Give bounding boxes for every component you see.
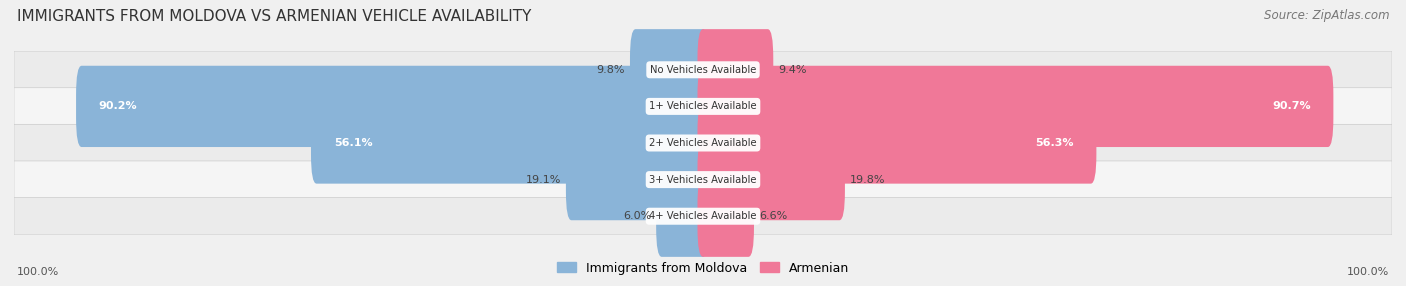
FancyBboxPatch shape [565, 139, 709, 220]
Text: 90.7%: 90.7% [1272, 102, 1310, 111]
Text: 9.8%: 9.8% [596, 65, 626, 75]
Text: 4+ Vehicles Available: 4+ Vehicles Available [650, 211, 756, 221]
FancyBboxPatch shape [14, 88, 1392, 125]
Text: 100.0%: 100.0% [17, 267, 59, 277]
FancyBboxPatch shape [657, 176, 709, 257]
Text: 9.4%: 9.4% [778, 65, 807, 75]
Text: No Vehicles Available: No Vehicles Available [650, 65, 756, 75]
FancyBboxPatch shape [14, 124, 1392, 162]
Text: 90.2%: 90.2% [98, 102, 138, 111]
Text: Source: ZipAtlas.com: Source: ZipAtlas.com [1264, 9, 1389, 21]
FancyBboxPatch shape [697, 139, 845, 220]
FancyBboxPatch shape [14, 161, 1392, 198]
FancyBboxPatch shape [697, 66, 1333, 147]
FancyBboxPatch shape [630, 29, 709, 110]
FancyBboxPatch shape [14, 198, 1392, 235]
Text: 56.3%: 56.3% [1035, 138, 1074, 148]
FancyBboxPatch shape [311, 102, 709, 184]
FancyBboxPatch shape [14, 51, 1392, 88]
FancyBboxPatch shape [76, 66, 709, 147]
Text: 56.1%: 56.1% [333, 138, 373, 148]
Text: 2+ Vehicles Available: 2+ Vehicles Available [650, 138, 756, 148]
Legend: Immigrants from Moldova, Armenian: Immigrants from Moldova, Armenian [553, 257, 853, 279]
Text: 6.6%: 6.6% [759, 211, 787, 221]
Text: 3+ Vehicles Available: 3+ Vehicles Available [650, 175, 756, 184]
Text: 6.0%: 6.0% [623, 211, 651, 221]
Text: IMMIGRANTS FROM MOLDOVA VS ARMENIAN VEHICLE AVAILABILITY: IMMIGRANTS FROM MOLDOVA VS ARMENIAN VEHI… [17, 9, 531, 23]
FancyBboxPatch shape [697, 29, 773, 110]
Text: 19.8%: 19.8% [849, 175, 886, 184]
Text: 100.0%: 100.0% [1347, 267, 1389, 277]
Text: 1+ Vehicles Available: 1+ Vehicles Available [650, 102, 756, 111]
FancyBboxPatch shape [697, 102, 1097, 184]
Text: 19.1%: 19.1% [526, 175, 561, 184]
FancyBboxPatch shape [697, 176, 754, 257]
